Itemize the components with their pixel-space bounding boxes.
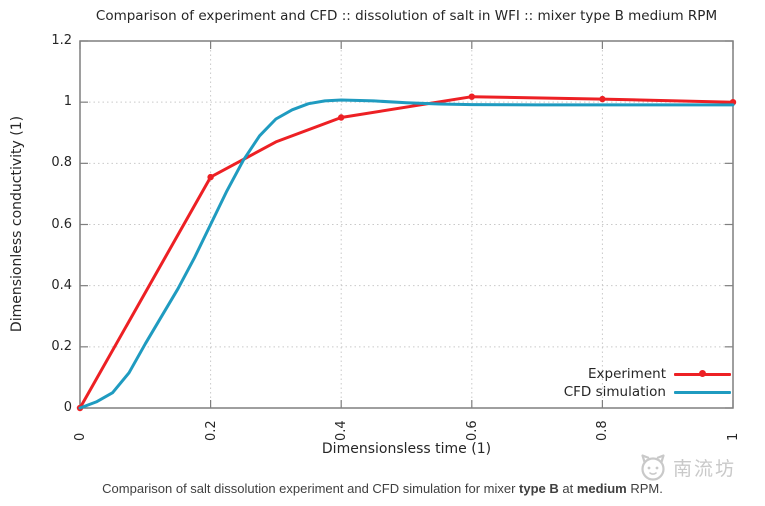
x-tick-label: 0.2 <box>203 420 219 441</box>
legend-row-experiment: Experiment <box>564 365 731 383</box>
legend-marker-dot <box>699 370 706 377</box>
y-tick-label: 0.6 <box>51 216 72 232</box>
watermark-text: 南流坊 <box>673 458 737 480</box>
caption-mixer-type: type B <box>519 481 559 496</box>
series-marker-experiment <box>207 173 214 181</box>
series-marker-experiment <box>599 95 606 103</box>
caption-text: RPM. <box>626 481 663 496</box>
x-tick-label: 1 <box>726 432 741 441</box>
plot-area <box>76 40 737 412</box>
legend: Experiment CFD simulation <box>564 365 731 401</box>
plot-canvas <box>76 40 737 412</box>
series-line-cfd-simulation <box>78 98 735 410</box>
y-tick-label: 0.2 <box>51 338 72 354</box>
x-tick-label: 0 <box>73 432 88 441</box>
y-tick-label: 0.4 <box>51 277 72 293</box>
caption-rpm-level: medium <box>576 481 627 496</box>
plot-border <box>79 40 734 409</box>
y-tick-label: 1 <box>63 94 72 110</box>
series-marker-experiment <box>468 93 475 100</box>
x-axis-label: Dimensionsless time (1) <box>321 441 492 457</box>
y-axis-label: Dimensionless conductivity (1) <box>9 115 25 333</box>
y-tick-label: 0 <box>63 400 72 415</box>
caption-text: Comparison of salt dissolution experimen… <box>102 481 520 496</box>
legend-sample-experiment-line <box>674 365 731 383</box>
watermark: 南流坊 <box>637 452 736 483</box>
legend-sample-cfd-line <box>674 383 731 401</box>
legend-label-experiment: Experiment <box>587 366 666 382</box>
legend-label-cfd: CFD simulation <box>563 384 666 400</box>
x-tick-label: 0.8 <box>595 420 611 441</box>
y-tick-label: 0.8 <box>51 155 72 171</box>
cat-logo-icon <box>641 454 665 481</box>
x-tick-label: 0.4 <box>334 420 350 441</box>
series-line-experiment <box>78 95 735 410</box>
chart-title: Comparison of experiment and CFD :: diss… <box>95 8 718 24</box>
caption: Comparison of salt dissolution experimen… <box>0 481 765 496</box>
series-marker-experiment <box>338 114 345 121</box>
y-tick-label: 1.2 <box>51 33 72 48</box>
caption-text: at <box>558 481 577 496</box>
x-tick-label: 0.6 <box>464 420 480 441</box>
legend-row-cfd: CFD simulation <box>564 383 731 401</box>
